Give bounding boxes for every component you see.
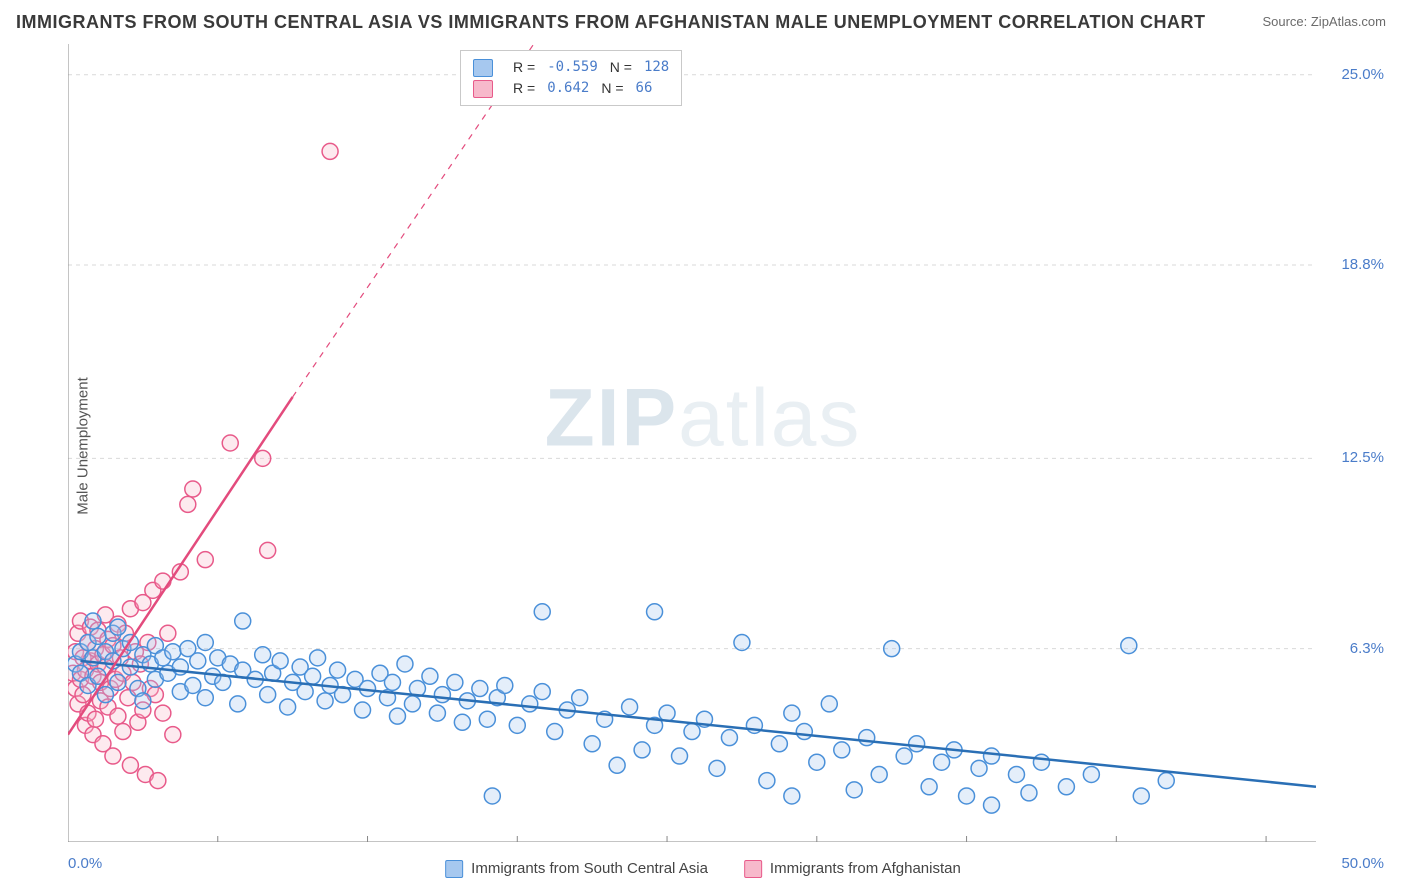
n-label: N = [601,78,623,99]
stats-swatch-series-0 [473,59,493,77]
r-label: R = [513,57,535,78]
n-value-series-0: 128 [644,57,669,78]
x-tick-label-right: 50.0% [1341,855,1384,872]
legend-swatch-series-1 [744,860,762,878]
source-link[interactable]: ZipAtlas.com [1311,14,1386,29]
stats-legend: R = -0.559 N = 128 R = 0.642 N = 66 [460,50,682,106]
y-tick-label: 6.3% [1350,640,1384,657]
chart-title: IMMIGRANTS FROM SOUTH CENTRAL ASIA VS IM… [16,12,1205,33]
r-value-series-0: -0.559 [547,57,598,78]
bottom-legend: Immigrants from South Central Asia Immig… [445,860,961,878]
source-prefix: Source: [1262,14,1310,29]
legend-label-series-0: Immigrants from South Central Asia [471,860,708,877]
y-tick-label: 18.8% [1341,256,1384,273]
n-value-series-1: 66 [636,78,653,99]
y-tick-label: 12.5% [1341,449,1384,466]
legend-item-series-1: Immigrants from Afghanistan [744,860,961,878]
n-label: N = [610,57,632,78]
y-tick-label: 25.0% [1341,66,1384,83]
stats-row-series-1: R = 0.642 N = 66 [473,78,669,99]
correlation-scatter-chart [68,44,1316,842]
stats-row-series-0: R = -0.559 N = 128 [473,57,669,78]
legend-item-series-0: Immigrants from South Central Asia [445,860,708,878]
r-label: R = [513,78,535,99]
r-value-series-1: 0.642 [547,78,589,99]
source-attribution: Source: ZipAtlas.com [1262,14,1386,29]
legend-swatch-series-0 [445,860,463,878]
chart-svg [68,44,1316,842]
x-tick-label-left: 0.0% [68,855,102,872]
stats-swatch-series-1 [473,80,493,98]
legend-label-series-1: Immigrants from Afghanistan [770,860,961,877]
